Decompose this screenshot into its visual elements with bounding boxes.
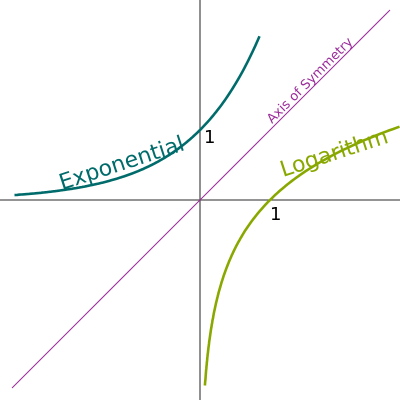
log-intercept-label: 1 — [270, 204, 281, 225]
exponential-curve — [14, 35, 261, 197]
exponential-label: Exponential — [56, 132, 187, 196]
logarithm-label: Logarithm — [277, 124, 391, 182]
symmetry-line — [11, 9, 391, 389]
exp-intercept-label: 1 — [204, 127, 215, 148]
logarithm-curve — [203, 125, 400, 386]
symmetry-label: Axis of Symmetry — [264, 35, 356, 127]
